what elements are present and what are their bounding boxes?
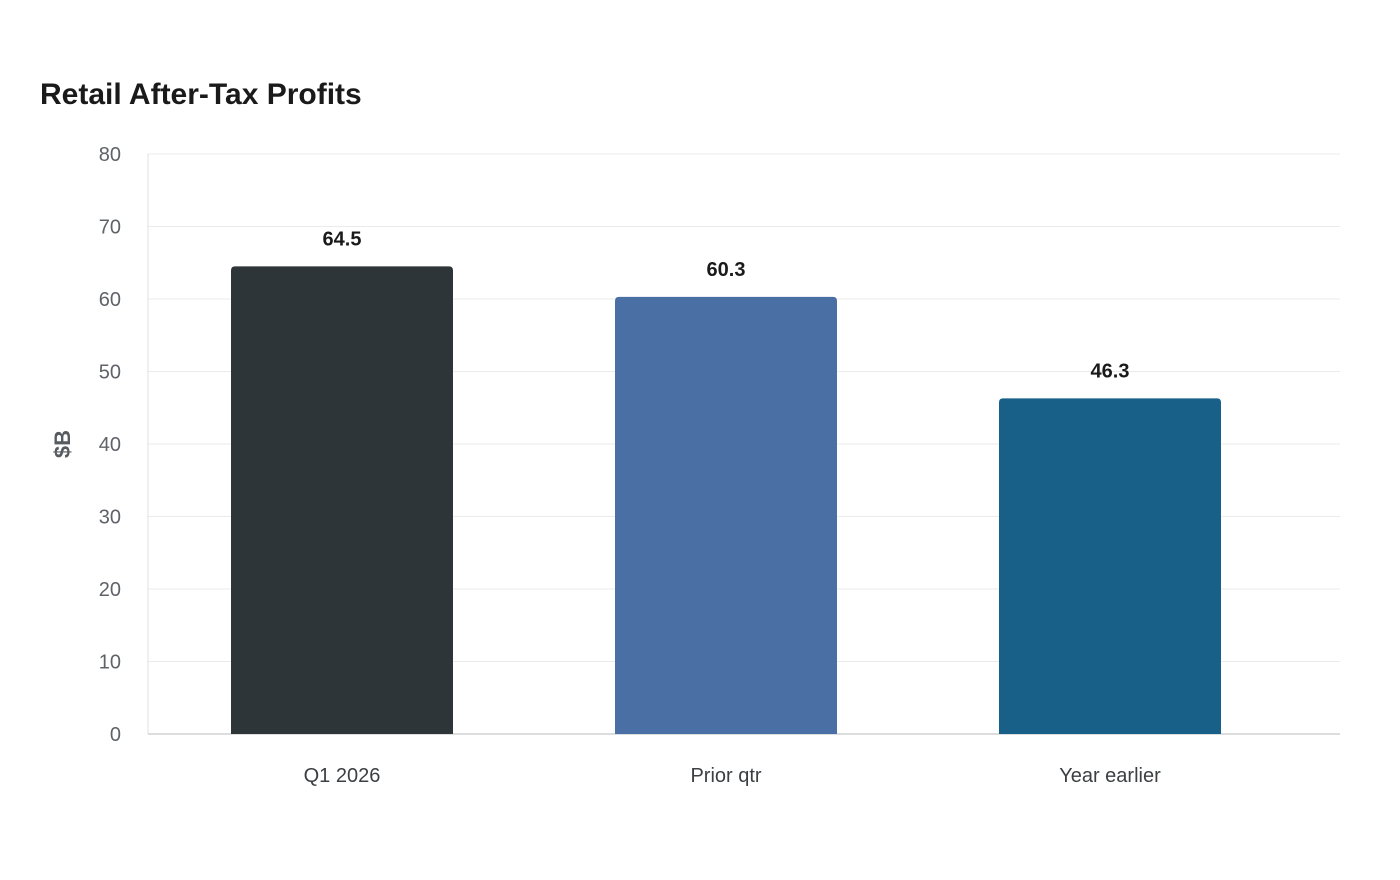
x-tick-labels: Q1 2026 Prior qtr Year earlier: [304, 765, 1161, 787]
y-tick-labels: 0 10 20 30 40 50 60 70 80: [99, 144, 121, 746]
x-tick-label: Prior qtr: [690, 765, 761, 787]
y-tick-label: 20: [99, 579, 121, 601]
y-tick-label: 60: [99, 289, 121, 311]
bar-value-label: 46.3: [1091, 360, 1130, 382]
y-tick-label: 40: [99, 434, 121, 456]
y-tick-label: 70: [99, 217, 121, 239]
bar-value-label: 64.5: [323, 228, 362, 250]
x-tick-label: Q1 2026: [304, 765, 381, 787]
bars: [231, 266, 1221, 734]
bar: [231, 266, 453, 734]
data-labels: 64.5 60.3 46.3: [323, 228, 1130, 382]
bar: [999, 398, 1221, 734]
chart-title: Retail After-Tax Profits: [40, 78, 362, 111]
bar-value-label: 60.3: [707, 259, 746, 281]
y-axis-title: $B: [50, 430, 75, 458]
y-tick-label: 80: [99, 144, 121, 166]
y-tick-label: 30: [99, 507, 121, 529]
x-tick-label: Year earlier: [1059, 765, 1161, 787]
y-tick-label: 50: [99, 362, 121, 384]
bar: [615, 296, 837, 734]
y-tick-label: 10: [99, 652, 121, 674]
y-tick-label: 0: [110, 724, 121, 746]
